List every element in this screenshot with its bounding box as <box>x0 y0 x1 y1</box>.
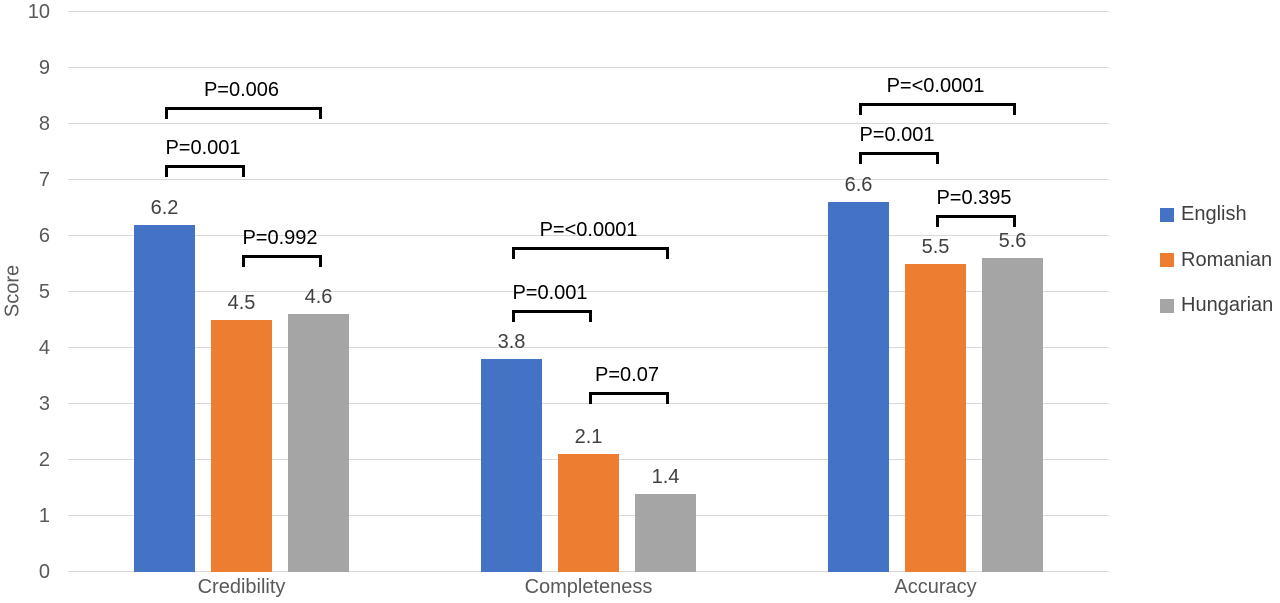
bar-english-completeness <box>481 359 542 572</box>
bar-hungarian-credibility <box>288 314 349 572</box>
data-label: 5.6 <box>998 230 1027 253</box>
p-value-label: P=0.001 <box>859 124 935 146</box>
bar-hungarian-accuracy <box>982 258 1043 572</box>
y-axis-tick-label: 10 <box>27 1 50 23</box>
p-value-label: P=0.992 <box>242 227 318 250</box>
bar-romanian-credibility <box>211 320 272 572</box>
gridline <box>68 179 1109 180</box>
data-label: 3.8 <box>497 331 526 354</box>
legend-item-english: English <box>1160 203 1247 226</box>
y-axis-tick-label: 3 <box>38 393 50 415</box>
legend-label: Hungarian <box>1181 294 1274 316</box>
p-value-label: P=0.001 <box>165 136 241 159</box>
bar-romanian-completeness <box>558 454 619 572</box>
bar-romanian-accuracy <box>905 264 966 572</box>
y-axis-tick-label: 0 <box>38 561 50 583</box>
bar-english-credibility <box>134 224 195 572</box>
significance-bracket <box>588 392 669 405</box>
bar-english-accuracy <box>828 202 889 572</box>
p-value-label: P=0.006 <box>203 79 280 102</box>
legend-swatch-icon <box>1160 253 1174 267</box>
bar-hungarian-completeness <box>635 493 696 572</box>
p-value-label: P=0.395 <box>936 186 1012 209</box>
significance-bracket <box>511 309 592 322</box>
significance-bracket <box>858 152 939 164</box>
x-axis-category-label: Credibility <box>197 576 286 598</box>
legend-item-romanian: Romanian <box>1160 249 1272 272</box>
significance-bracket <box>935 214 1016 227</box>
legend-swatch-icon <box>1160 207 1174 222</box>
y-axis-tick-label: 5 <box>38 281 50 303</box>
gridline <box>68 235 1109 236</box>
x-axis-category-label: Accuracy <box>894 576 977 598</box>
y-axis-tick-label: 2 <box>38 449 50 471</box>
significance-bracket <box>511 247 669 260</box>
legend-label: Romanian <box>1181 248 1273 271</box>
p-value-label: P=0.001 <box>512 281 588 304</box>
data-label: 4.6 <box>304 286 333 309</box>
y-axis-tick-label: 1 <box>38 505 50 527</box>
legend-swatch-icon <box>1160 298 1174 313</box>
legend-item-hungarian: Hungarian <box>1160 294 1273 317</box>
p-value-label: P=<0.0001 <box>886 74 985 97</box>
x-axis-category-label: Completeness <box>524 576 653 598</box>
data-label: 5.5 <box>921 236 950 258</box>
data-label: 2.1 <box>574 426 603 449</box>
data-label: 4.5 <box>227 292 256 314</box>
gridline <box>68 347 1109 348</box>
data-label: 6.2 <box>150 196 179 219</box>
significance-bracket <box>858 102 1016 115</box>
p-value-label: P=<0.0001 <box>539 219 638 242</box>
data-label: 6.6 <box>844 174 873 197</box>
legend-label: English <box>1181 203 1247 225</box>
gridline <box>68 11 1109 12</box>
y-axis-tick-label: 7 <box>38 169 50 191</box>
y-axis-title: Score <box>1 264 24 318</box>
gridline <box>68 67 1109 68</box>
y-axis-tick-label: 8 <box>38 113 50 135</box>
y-axis-tick-label: 4 <box>38 337 50 359</box>
gridline <box>68 291 1109 292</box>
y-axis-tick-label: 6 <box>38 225 50 247</box>
significance-bracket <box>164 107 322 120</box>
gridline <box>68 123 1109 124</box>
significance-bracket <box>241 255 322 268</box>
p-value-label: P=0.07 <box>595 364 659 387</box>
data-label: 1.4 <box>651 465 680 488</box>
significance-bracket <box>164 164 245 177</box>
y-axis-tick-label: 9 <box>38 57 50 79</box>
